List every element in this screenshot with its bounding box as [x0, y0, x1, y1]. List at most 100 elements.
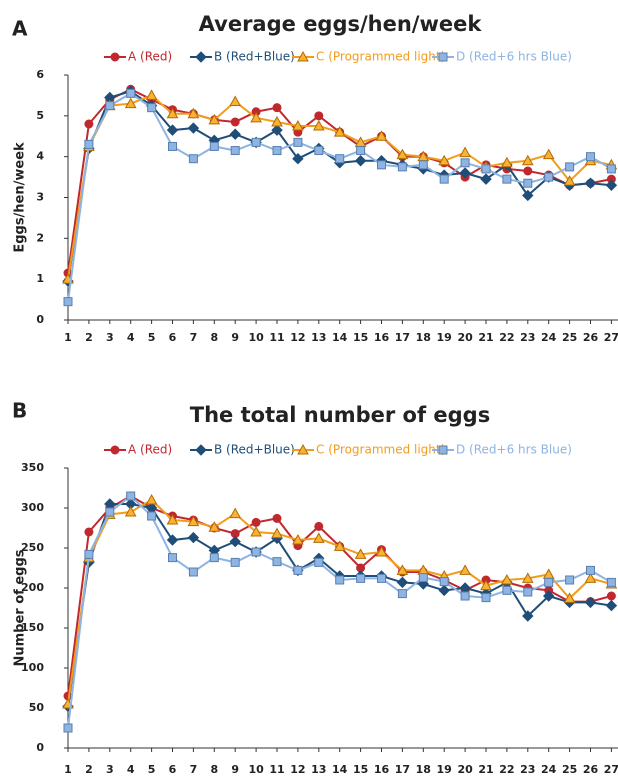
point [209, 553, 219, 563]
point [459, 167, 471, 179]
point [168, 553, 177, 563]
series [63, 491, 616, 701]
x-tick-label: 4 [127, 763, 135, 776]
point [314, 521, 324, 531]
point [314, 557, 324, 567]
point [166, 513, 179, 525]
point [292, 153, 304, 165]
x-tick-label: 4 [127, 331, 135, 344]
x-tick-label: 3 [106, 763, 114, 776]
point [251, 547, 261, 557]
point [418, 573, 428, 583]
point [208, 521, 221, 532]
point [542, 568, 555, 579]
point [230, 557, 240, 567]
point [312, 532, 325, 543]
point [586, 152, 595, 162]
x-tick-label: 22 [499, 763, 514, 776]
x-tick-label: 23 [520, 763, 535, 776]
point [63, 297, 73, 307]
point [356, 573, 366, 583]
legend-item: B (Red+Blue) [190, 443, 295, 457]
x-tick-label: 8 [210, 331, 218, 344]
x-tick-label: 9 [231, 331, 239, 344]
y-tick-label: 5 [36, 109, 44, 122]
point [147, 511, 157, 521]
x-tick-label: 16 [374, 763, 390, 776]
point [460, 591, 470, 601]
x-tick-label: 2 [85, 763, 93, 776]
legend-item: D (Red+6 hrs Blue) [432, 50, 572, 64]
legend-item: A (Red) [104, 50, 172, 64]
legend-marker [438, 445, 448, 455]
point [565, 162, 575, 172]
x-tick-label: 9 [231, 763, 239, 776]
x-tick-label: 5 [148, 763, 156, 776]
point [84, 549, 94, 559]
point [271, 115, 283, 127]
point [208, 113, 221, 125]
x-tick-label: 7 [190, 763, 198, 776]
legend-item: A (Red) [104, 443, 172, 457]
y-axis-label: Eggs/hen/week [13, 142, 28, 253]
point [335, 575, 345, 585]
legend-label: B (Red+Blue) [214, 50, 295, 64]
legend-item: D (Red+6 hrs Blue) [432, 443, 572, 457]
point [523, 587, 533, 597]
x-tick-label: 1 [64, 763, 72, 776]
point [312, 120, 325, 131]
x-tick-label: 17 [395, 331, 410, 344]
point [124, 97, 137, 109]
y-tick-label: 1 [36, 272, 44, 285]
x-tick-label: 6 [169, 763, 177, 776]
point [124, 505, 137, 517]
series [63, 491, 616, 733]
point [314, 111, 324, 121]
legend-label: C (Programmed light) [316, 50, 445, 64]
point [84, 139, 94, 149]
point [481, 164, 491, 174]
point [501, 156, 513, 168]
legend-label: D (Red+6 hrs Blue) [456, 443, 572, 457]
point [356, 146, 366, 156]
point [187, 107, 200, 119]
point [377, 160, 386, 170]
x-tick-label: 5 [148, 331, 156, 344]
point [460, 158, 470, 168]
point [188, 154, 198, 164]
point [521, 154, 534, 166]
legend-label: A (Red) [128, 50, 172, 64]
x-tick-label: 10 [248, 331, 264, 344]
point [145, 493, 158, 505]
x-tick-label: 12 [290, 763, 305, 776]
y-tick-label: 4 [36, 150, 44, 163]
legend-item: C (Programmed light) [292, 443, 445, 457]
x-tick-label: 21 [478, 763, 493, 776]
series [62, 85, 618, 287]
point [584, 177, 597, 189]
x-tick-label: 8 [210, 763, 218, 776]
point [314, 146, 324, 156]
point [251, 137, 261, 147]
point [271, 124, 283, 136]
legend-marker [195, 444, 207, 456]
series [62, 89, 618, 284]
point [333, 126, 346, 137]
point [501, 573, 513, 585]
point [187, 122, 200, 134]
point [209, 141, 219, 151]
legend-item: C (Programmed light) [292, 50, 445, 64]
point [396, 148, 409, 160]
point [375, 130, 388, 141]
y-tick-label: 100 [21, 661, 44, 674]
y-tick-label: 300 [21, 501, 44, 514]
point [250, 111, 262, 123]
point [229, 535, 241, 548]
point [272, 513, 282, 523]
point [354, 155, 367, 167]
legend-marker [297, 50, 309, 62]
point [84, 119, 94, 129]
x-tick-label: 3 [106, 331, 114, 344]
point [480, 173, 492, 185]
